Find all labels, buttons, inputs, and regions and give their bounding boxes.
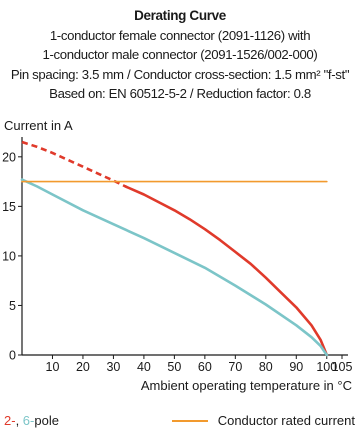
y-tick-label: 10 bbox=[2, 249, 16, 263]
legend-rated-current: Conductor rated current bbox=[171, 413, 355, 428]
x-tick-label: 70 bbox=[228, 360, 242, 374]
x-tick-label: 60 bbox=[198, 360, 212, 374]
legend-two-pole-label: 2- bbox=[4, 413, 16, 428]
x-axis-label: Ambient operating temperature in °C bbox=[140, 378, 352, 393]
chart-subtitle-line-2: 1-conductor male connector (2091-1526/00… bbox=[42, 47, 318, 63]
x-tick-label: 20 bbox=[76, 360, 90, 374]
y-tick-label: 20 bbox=[2, 150, 16, 164]
y-tick-label: 15 bbox=[2, 200, 16, 214]
six_pole-curve bbox=[20, 178, 329, 357]
chart-subtitle-line-1: 1-conductor female connector (2091-1126)… bbox=[49, 27, 311, 43]
two_pole-curve bbox=[124, 185, 329, 357]
legend-separator: , bbox=[15, 413, 23, 428]
x-tick-label: 105 bbox=[332, 360, 353, 374]
y-tick-label: 0 bbox=[9, 349, 16, 363]
legend-six-pole-label: 6- bbox=[22, 413, 35, 428]
x-tick-label: 80 bbox=[259, 360, 273, 374]
x-tick-label: 90 bbox=[289, 360, 303, 374]
x-tick-label: 30 bbox=[106, 360, 120, 374]
legend-pole-word: pole bbox=[34, 413, 59, 428]
x-tick-label: 100 bbox=[316, 360, 337, 374]
chart-subtitle-line-4: Based on: EN 60512-5-2 / Reduction facto… bbox=[49, 86, 311, 102]
chart-title-block: Derating Curve 1-conductor female connec… bbox=[0, 6, 360, 104]
chart-title: Derating Curve bbox=[134, 8, 226, 23]
legend-rated-label: Conductor rated current bbox=[217, 413, 355, 428]
x-tick-label: 50 bbox=[167, 360, 181, 374]
y-tick-label: 5 bbox=[9, 299, 16, 313]
legend-rated-swatch bbox=[171, 419, 208, 422]
x-tick-label: 10 bbox=[46, 360, 60, 374]
legend-pole: 2-, 6-pole bbox=[4, 413, 59, 428]
two_pole-curve-dashed bbox=[21, 140, 127, 188]
chart-subtitle-line-3: Pin spacing: 3.5 mm / Conductor cross-se… bbox=[10, 66, 350, 82]
x-tick-label: 40 bbox=[137, 360, 151, 374]
y-axis-label: Current in A bbox=[4, 118, 73, 133]
